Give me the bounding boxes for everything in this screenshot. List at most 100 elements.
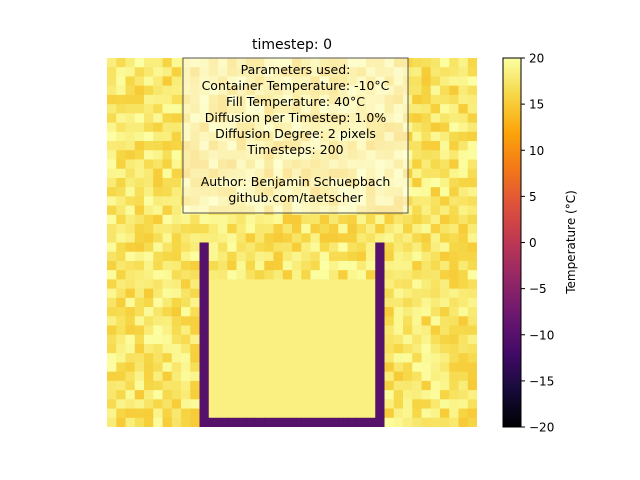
heatmap-cell <box>458 141 469 151</box>
heatmap-cell <box>301 307 312 317</box>
heatmap-cell <box>255 380 265 391</box>
heatmap-cell <box>301 380 312 391</box>
heatmap-cell <box>107 168 117 179</box>
heatmap-cell <box>227 408 238 419</box>
heatmap-cell <box>181 214 191 225</box>
heatmap-cell <box>366 371 376 382</box>
heatmap-cell <box>384 417 395 427</box>
heatmap-cell <box>421 260 432 271</box>
heatmap-cell <box>366 307 376 317</box>
heatmap-cell <box>449 288 460 299</box>
heatmap-cell <box>144 168 154 179</box>
heatmap-cell <box>467 362 477 373</box>
heatmap-cell <box>458 417 469 427</box>
heatmap-cell <box>292 362 302 373</box>
heatmap-cell <box>412 380 423 391</box>
heatmap-cell <box>421 76 432 87</box>
heatmap-cell <box>449 233 460 244</box>
heatmap-cell <box>125 141 136 151</box>
heatmap-cell <box>199 399 210 410</box>
heatmap-cell <box>440 362 450 373</box>
heatmap-cell <box>134 343 145 354</box>
heatmap-cell <box>449 159 460 170</box>
heatmap-cell <box>107 334 117 345</box>
heatmap-cell <box>329 316 339 327</box>
heatmap-cell <box>449 362 460 373</box>
heatmap-cell <box>467 316 477 327</box>
heatmap-cell <box>181 224 191 234</box>
heatmap-cell <box>125 353 136 364</box>
heatmap-cell <box>208 307 219 317</box>
colorbar-tick-label: −10 <box>529 328 554 342</box>
heatmap-cell <box>153 94 164 105</box>
heatmap-cell <box>467 113 477 124</box>
heatmap-cell <box>412 399 423 410</box>
heatmap-cell <box>236 408 247 419</box>
heatmap-cell <box>467 150 477 161</box>
heatmap-cell <box>292 343 302 354</box>
heatmap-cell <box>467 58 477 68</box>
heatmap-cell <box>430 168 441 179</box>
heatmap-cell <box>153 214 164 225</box>
heatmap-cell <box>310 279 321 290</box>
heatmap-cell <box>412 251 423 262</box>
heatmap-cell <box>421 334 432 345</box>
heatmap-cell <box>218 334 228 345</box>
heatmap-cell <box>310 408 321 419</box>
heatmap-cell <box>421 58 432 68</box>
heatmap-cell <box>208 334 219 345</box>
heatmap-cell <box>245 325 256 336</box>
heatmap-cell <box>440 390 450 400</box>
heatmap-cell <box>171 343 182 354</box>
heatmap-cell <box>162 334 173 345</box>
heatmap-cell <box>467 371 477 382</box>
heatmap-cell <box>116 233 127 244</box>
heatmap-cell <box>171 390 182 400</box>
heatmap-cell <box>190 362 201 373</box>
heatmap-cell <box>153 122 164 133</box>
heatmap-cell <box>199 316 210 327</box>
heatmap-cell <box>227 288 238 299</box>
heatmap-cell <box>245 297 256 308</box>
heatmap-cell <box>430 343 441 354</box>
heatmap-cell <box>199 260 210 271</box>
heatmap-cell <box>162 187 173 197</box>
heatmap-cell <box>273 316 284 327</box>
heatmap-cell <box>125 288 136 299</box>
heatmap-cell <box>338 297 349 308</box>
heatmap-cell <box>264 408 275 419</box>
heatmap-cell <box>282 242 293 253</box>
heatmap-cell <box>171 270 182 280</box>
heatmap-cell <box>199 242 210 253</box>
heatmap-cell <box>384 362 395 373</box>
heatmap-cell <box>273 334 284 345</box>
heatmap-cell <box>282 353 293 364</box>
heatmap-cell <box>403 214 413 225</box>
heatmap-cell <box>107 233 117 244</box>
heatmap-cell <box>421 233 432 244</box>
heatmap-cell <box>134 187 145 197</box>
heatmap-cell <box>310 260 321 271</box>
heatmap-cell <box>384 224 395 234</box>
heatmap-cell <box>319 270 330 280</box>
heatmap-cell <box>458 214 469 225</box>
heatmap-cell <box>467 76 477 87</box>
heatmap-cell <box>273 260 284 271</box>
heatmap-cell <box>347 260 358 271</box>
heatmap-cell <box>190 260 201 271</box>
heatmap-cell <box>393 224 404 234</box>
heatmap-cell <box>208 251 219 262</box>
heatmap-cell <box>273 362 284 373</box>
heatmap-cell <box>458 353 469 364</box>
heatmap-cell <box>458 297 469 308</box>
heatmap-cell <box>403 297 413 308</box>
heatmap-cell <box>467 122 477 133</box>
colorbar-tick-label: −20 <box>529 421 554 435</box>
heatmap-cell <box>458 242 469 253</box>
heatmap-cell <box>421 408 432 419</box>
heatmap-cell <box>125 177 136 188</box>
heatmap-cell <box>458 307 469 317</box>
heatmap-cell <box>356 307 367 317</box>
heatmap-cell <box>125 94 136 105</box>
heatmap-cell <box>236 371 247 382</box>
